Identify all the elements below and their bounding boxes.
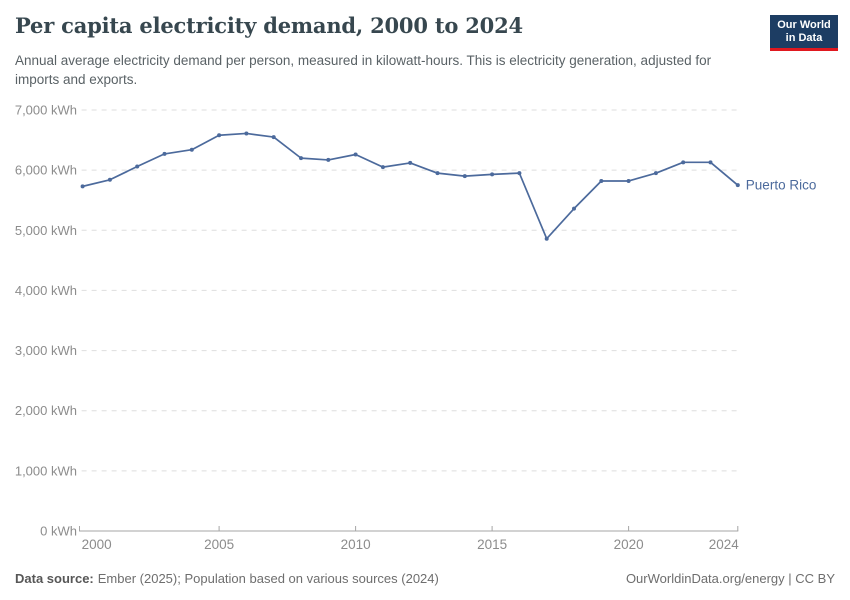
series-label-puerto-rico[interactable]: Puerto Rico [746,178,817,193]
x-tick-label: 2005 [204,537,234,552]
data-point[interactable] [653,171,658,176]
x-tick-label: 2020 [614,537,644,552]
data-point[interactable] [735,183,740,188]
x-tick-label: 2010 [341,537,371,552]
data-point[interactable] [626,178,631,183]
data-point[interactable] [271,135,276,140]
data-point[interactable] [353,152,358,157]
data-point[interactable] [135,164,140,169]
y-tick-label: 0 kWh [40,524,77,539]
owid-logo[interactable]: Our World in Data [770,15,838,51]
footer-source[interactable]: Data source: Ember (2025); Population bas… [15,571,439,586]
x-tick-label: 2024 [709,537,740,552]
data-point[interactable] [599,178,604,183]
data-point[interactable] [572,206,576,211]
chart-subtitle: Annual average electricity demand per pe… [15,53,712,87]
owid-logo-text: Our World in Data [770,15,838,48]
y-tick-label: 6,000 kWh [15,163,77,178]
data-point[interactable] [435,171,440,176]
data-point[interactable] [326,157,331,162]
y-tick-label: 3,000 kWh [15,343,77,358]
y-tick-label: 4,000 kWh [15,283,77,298]
x-tick-label: 2000 [82,537,112,552]
data-point[interactable] [380,165,385,170]
data-point[interactable] [462,174,467,179]
data-point[interactable] [189,147,194,152]
owid-logo-line1: Our World [777,19,831,31]
x-tick-label: 2015 [477,537,507,552]
footer-source-label: Data source: [15,571,94,586]
chart-footer: Data source: Ember (2025); Population bas… [15,571,835,586]
y-tick-label: 7,000 kWh [15,103,77,118]
data-point[interactable] [80,184,85,189]
owid-logo-line2: in Data [785,32,823,44]
line-chart-canvas[interactable]: 0 kWh 1,000 kWh 2,000 kWh 3,000 kWh 4,000 kW… [0,90,850,565]
data-point[interactable] [517,171,522,176]
y-tick-label: 1,000 kWh [15,463,77,478]
y-tick-label: 5,000 kWh [15,223,77,238]
footer-source-text: Ember (2025); Population based on variou… [97,571,439,586]
line-puerto-rico[interactable] [82,132,739,240]
data-point[interactable] [162,151,167,156]
footer-credit-link[interactable]: OurWorldinData.org/energy | CC BY [625,571,835,586]
owid-logo-accent-bar [770,48,838,51]
data-point[interactable] [708,160,713,165]
data-point[interactable] [299,156,303,161]
data-point[interactable] [408,160,413,165]
data-point[interactable] [217,133,222,138]
data-point[interactable] [681,160,686,165]
data-point[interactable] [107,177,112,182]
data-point[interactable] [544,236,549,241]
y-tick-label: 2,000 kWh [15,403,77,418]
data-point[interactable] [244,131,249,136]
page-title: Per capita electricity demand, 2000 to 2… [15,13,523,38]
data-point[interactable] [490,172,495,177]
